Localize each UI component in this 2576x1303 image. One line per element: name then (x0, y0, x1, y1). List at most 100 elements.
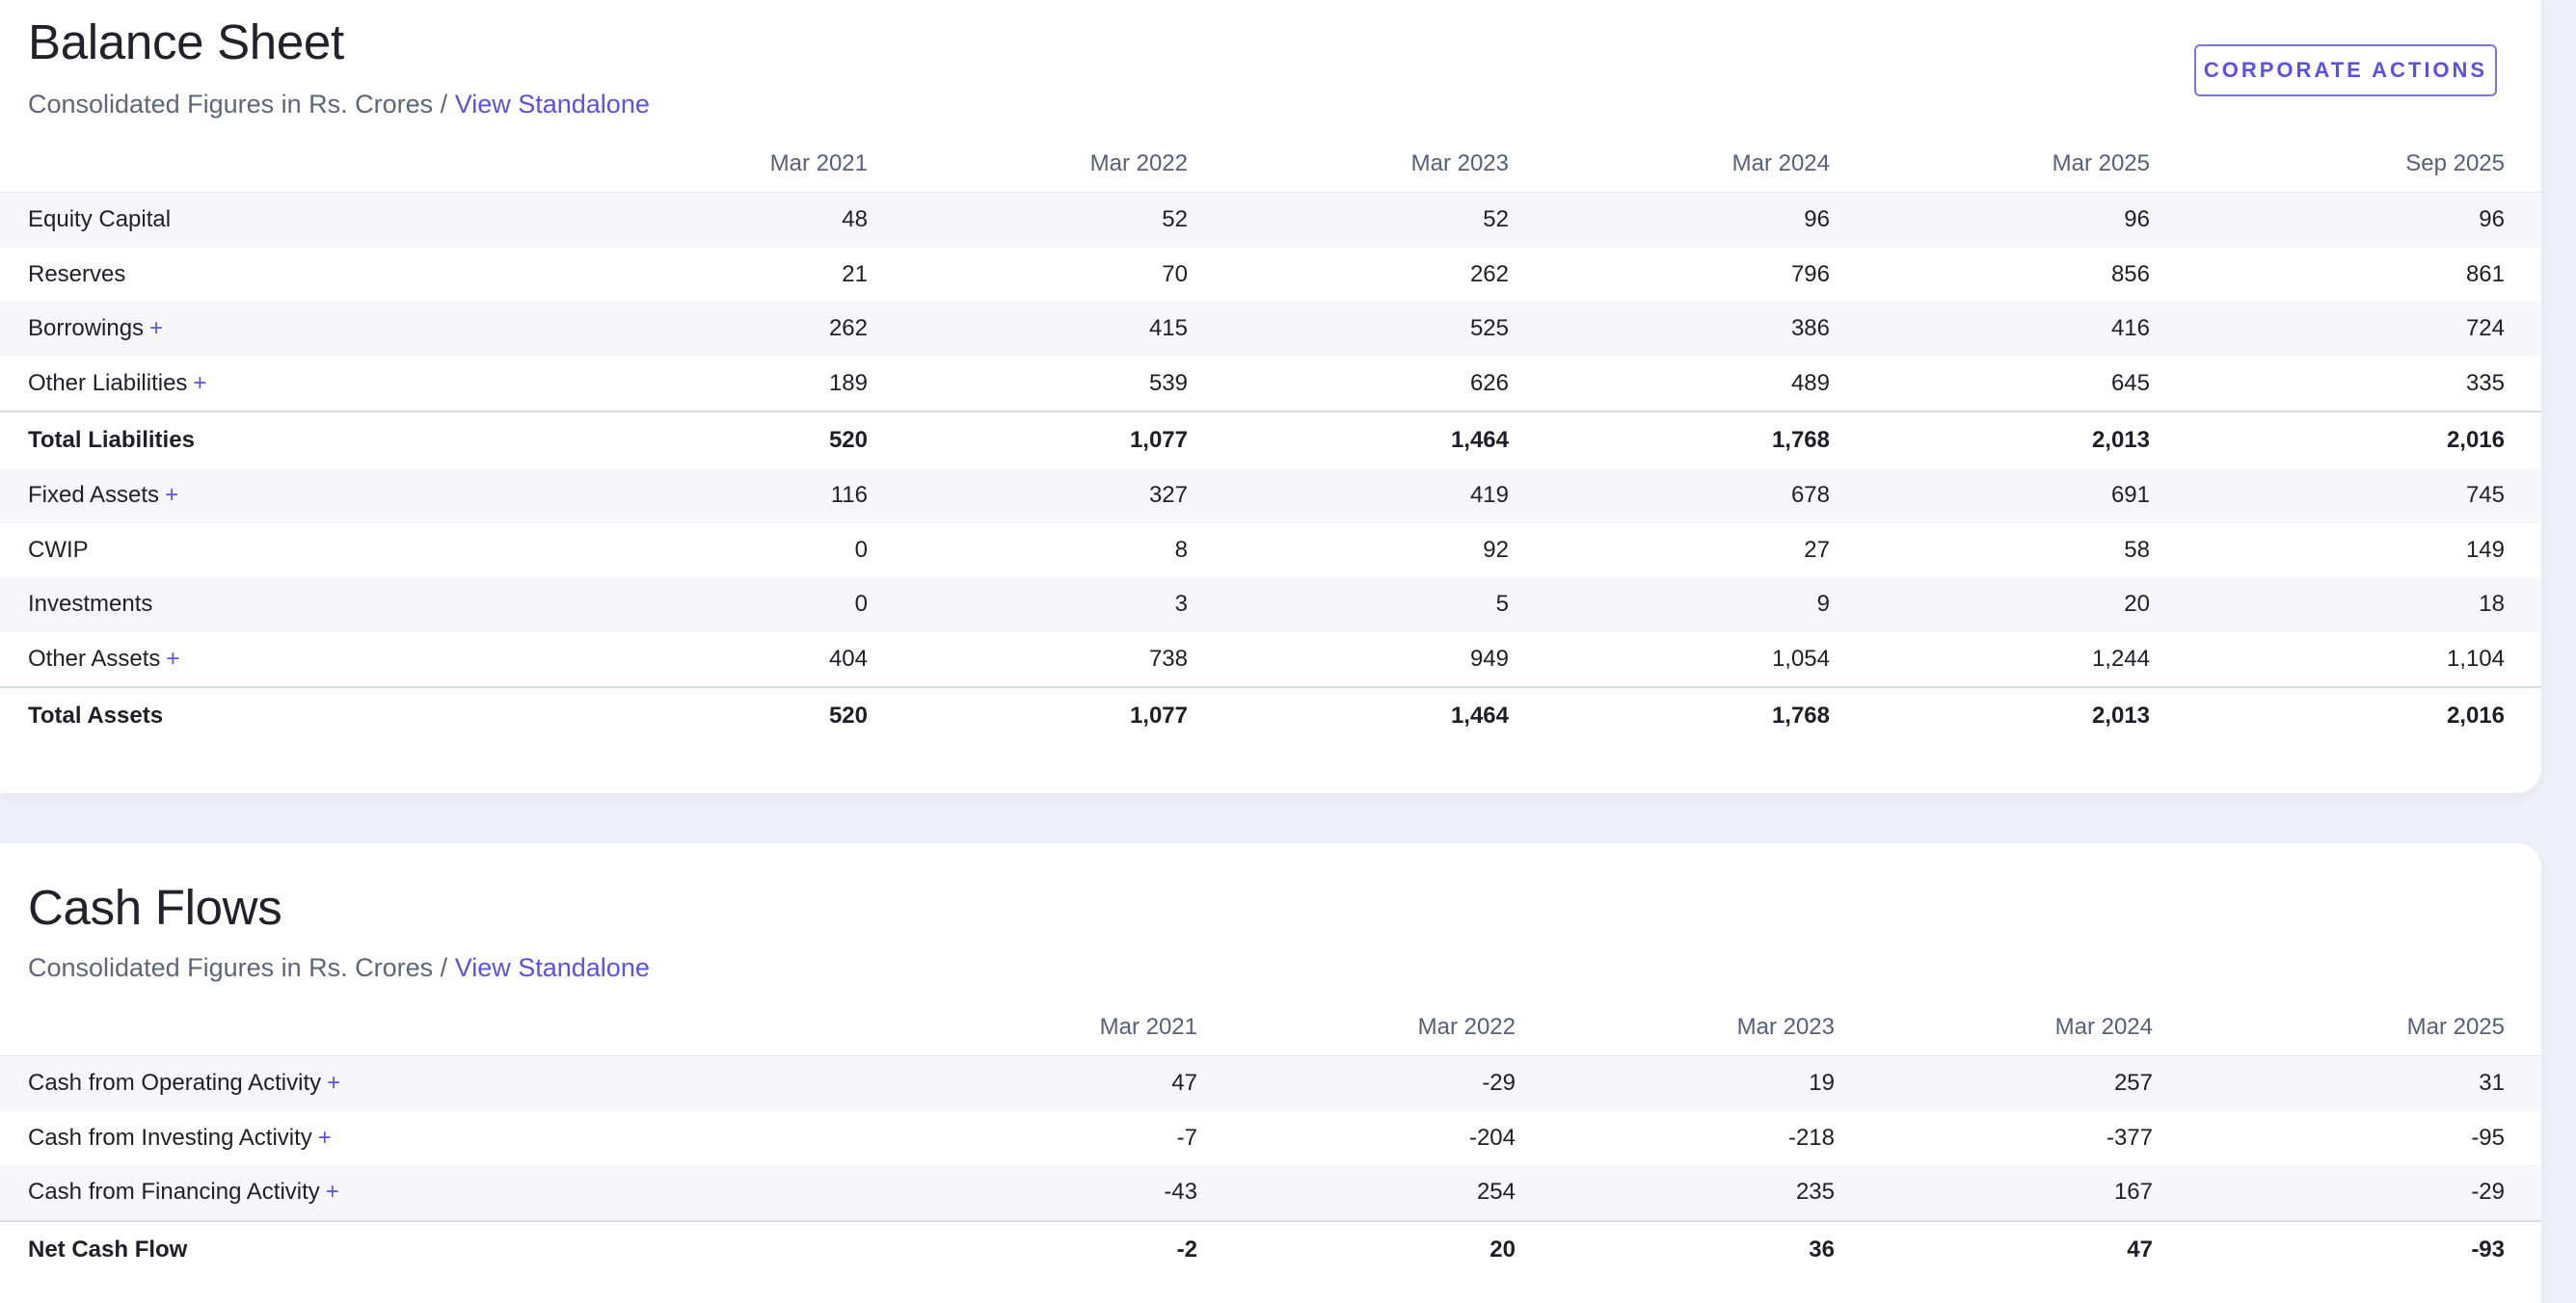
balance-sheet-row-label-cell: Equity Capital (0, 193, 463, 248)
balance-sheet-subtitle: Consolidated Figures in Rs. Crores / Vie… (28, 90, 650, 120)
balance-sheet-table-row[interactable]: Borrowings +262 415 525 386 416 724 (0, 302, 2541, 357)
cash-flows-value-cell: 47 (2127, 1236, 2153, 1263)
balance-sheet-row-label: Investments (28, 591, 153, 618)
expand-plus-icon[interactable]: + (327, 1070, 341, 1097)
balance-sheet-value-cell: 20 (2124, 591, 2150, 618)
cash-flows-row-label: Cash from Investing Activity (28, 1124, 312, 1151)
cash-flows-value-cell: 36 (1809, 1236, 1835, 1263)
cash-flows-table-row[interactable]: Cash from Operating Activity +47 -29 19 257 3… (0, 1055, 2541, 1111)
balance-sheet-value-cell: 1,077 (1129, 703, 1188, 729)
expand-plus-icon[interactable]: + (166, 645, 180, 672)
cash-flows-column-header: Mar 2025 (2406, 1014, 2505, 1040)
balance-sheet-column-header: Mar 2023 (1410, 150, 1509, 176)
balance-sheet-value-cell: 678 (1790, 482, 1830, 509)
cash-flows-row-label: Cash from Operating Activity (28, 1070, 322, 1097)
cash-flows-value-cell: 254 (1476, 1179, 1516, 1206)
balance-sheet-row-label: CWIP (28, 536, 89, 563)
balance-sheet-value-cell: 18 (2479, 591, 2505, 618)
balance-sheet-table-row[interactable]: Fixed Assets +116 327 419 678 691 745 (0, 468, 2541, 523)
balance-sheet-value-cell: 70 (1162, 260, 1188, 287)
cash-flows-column-header: Mar 2023 (1736, 1014, 1835, 1040)
balance-sheet-value-cell: 1,768 (1771, 703, 1830, 729)
balance-sheet-value-cell: 8 (1174, 536, 1188, 563)
balance-sheet-value-cell: 489 (1790, 369, 1830, 396)
cash-flows-column-header: Mar 2022 (1417, 1014, 1516, 1040)
balance-sheet-value-cell: 96 (1804, 206, 1830, 233)
balance-sheet-value-cell: 52 (1483, 206, 1509, 233)
balance-sheet-table-row: Total Liabilities 520 1,077 1,464 1,768 2,013… (0, 412, 2541, 468)
balance-sheet-table: Mar 2021 Mar 2022 Mar 2023 Mar 2024 Mar 2025… (0, 136, 2541, 744)
cash-flows-column-header: Mar 2021 (1099, 1014, 1197, 1040)
balance-sheet-row-label-cell: Other Liabilities + (0, 357, 463, 412)
cash-flows-value-cell: -2 (1176, 1236, 1197, 1263)
balance-sheet-value-cell: 96 (2124, 206, 2150, 233)
balance-sheet-row-label: Total Liabilities (28, 427, 195, 453)
balance-sheet-value-cell: 116 (830, 482, 868, 509)
expand-plus-icon[interactable]: + (165, 482, 179, 509)
balance-sheet-header-row: Mar 2021 Mar 2022 Mar 2023 Mar 2024 Mar 2025… (0, 136, 2541, 193)
balance-sheet-value-cell: 262 (828, 315, 868, 342)
balance-sheet-row-label-cell: Fixed Assets + (0, 468, 463, 523)
balance-sheet-value-cell: 327 (1148, 482, 1188, 509)
cash-flows-value-cell: -377 (2106, 1124, 2153, 1151)
balance-sheet-column-header: Mar 2025 (2052, 150, 2150, 176)
balance-sheet-value-cell: 1,244 (2091, 645, 2150, 672)
expand-plus-icon[interactable]: + (149, 315, 164, 342)
expand-plus-icon[interactable]: + (325, 1179, 339, 1206)
balance-sheet-header-label-cell (0, 136, 463, 193)
balance-sheet-row-label: Other Liabilities (28, 369, 188, 396)
balance-sheet-card: Balance Sheet Consolidated Figures in Rs… (0, 0, 2541, 793)
balance-sheet-value-cell: 0 (854, 536, 868, 563)
cash-flows-value-cell: 47 (1171, 1070, 1197, 1097)
balance-sheet-value-cell: 745 (2465, 482, 2505, 509)
cash-flows-view-standalone-link[interactable]: View Standalone (454, 953, 650, 982)
balance-sheet-value-cell: 96 (2479, 206, 2505, 233)
balance-sheet-row-label-cell: CWIP (0, 523, 463, 578)
balance-sheet-value-cell: 189 (828, 369, 868, 396)
balance-sheet-column-header: Mar 2021 (769, 150, 868, 176)
balance-sheet-row-label-cell: Total Assets (0, 687, 463, 744)
balance-sheet-value-cell: 2,013 (2091, 703, 2150, 729)
balance-sheet-table-row: Total Assets 520 1,077 1,464 1,768 2,013 2,016 (0, 687, 2541, 744)
balance-sheet-value-cell: 48 (842, 206, 868, 233)
balance-sheet-row-label: Equity Capital (28, 206, 172, 233)
cash-flows-value-cell: -95 (2471, 1124, 2505, 1151)
cash-flows-row-label-cell: Cash from Operating Activity + (0, 1056, 627, 1111)
balance-sheet-value-cell: 5 (1495, 591, 1509, 618)
expand-plus-icon[interactable]: + (317, 1124, 332, 1151)
cash-flows-table-row[interactable]: Cash from Financing Activity + -43 254 235 16… (0, 1165, 2541, 1221)
cash-flows-value-cell: 257 (2113, 1070, 2153, 1097)
balance-sheet-table-row[interactable]: Other Assets +404 738 949 1,054 1,244 1,104 (0, 632, 2541, 688)
cash-flows-subtitle-text: Consolidated Figures in Rs. Crores / (28, 953, 455, 982)
balance-sheet-row-label: Other Assets (28, 645, 161, 672)
expand-plus-icon[interactable]: + (193, 369, 207, 396)
balance-sheet-row-label: Reserves (28, 260, 126, 287)
balance-sheet-value-cell: 1,464 (1450, 427, 1509, 453)
balance-sheet-table-row[interactable]: Other Liabilities +189 539 626 489 645 335 (0, 357, 2541, 412)
balance-sheet-value-cell: 335 (2465, 369, 2505, 396)
balance-sheet-value-cell: 1,104 (2446, 645, 2505, 672)
cash-flows-value-cell: 19 (1809, 1070, 1835, 1097)
balance-sheet-value-cell: 58 (2124, 536, 2150, 563)
balance-sheet-view-standalone-link[interactable]: View Standalone (454, 90, 650, 119)
cash-flows-header-row: Mar 2021 Mar 2022 Mar 2023 Mar 2024 Mar 2025 (0, 999, 2541, 1056)
cash-flows-value-cell: -7 (1176, 1124, 1197, 1151)
balance-sheet-value-cell: 21 (842, 260, 868, 287)
balance-sheet-value-cell: 520 (828, 703, 868, 729)
cash-flows-value-cell: 167 (2113, 1179, 2153, 1206)
corporate-actions-button[interactable]: CORPORATE ACTIONS (2194, 44, 2497, 96)
cash-flows-column-header: Mar 2024 (2054, 1014, 2153, 1040)
cash-flows-value-cell: -93 (2471, 1236, 2505, 1263)
cash-flows-table-row[interactable]: Cash from Investing Activity + -7 -204 -218 -… (0, 1111, 2541, 1166)
balance-sheet-table-row: Reserves 21 70 262 796 856 861 (0, 248, 2541, 303)
balance-sheet-value-cell: 52 (1162, 206, 1188, 233)
balance-sheet-value-cell: 691 (2110, 482, 2150, 509)
cash-flows-value-cell: 31 (2479, 1070, 2505, 1097)
balance-sheet-value-cell: 1,077 (1129, 427, 1188, 453)
balance-sheet-table-row: CWIP 0 8 92 27 58 149 (0, 523, 2541, 578)
balance-sheet-row-label: Total Assets (28, 703, 164, 729)
balance-sheet-value-cell: 3 (1174, 591, 1188, 618)
balance-sheet-value-cell: 2,016 (2446, 703, 2505, 729)
cash-flows-value-cell: 235 (1795, 1179, 1835, 1206)
cash-flows-value-cell: 20 (1489, 1236, 1516, 1263)
